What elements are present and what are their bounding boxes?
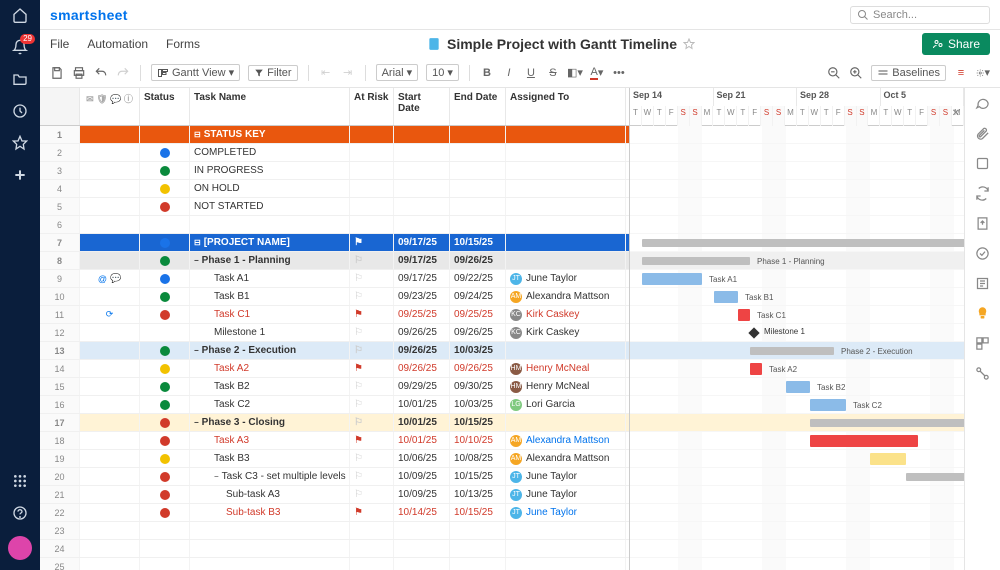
home-icon[interactable] — [11, 6, 29, 24]
undo-icon[interactable] — [94, 66, 108, 80]
more-icon[interactable]: ••• — [612, 66, 626, 80]
grid-row[interactable]: 24 — [40, 540, 629, 558]
grid-row[interactable]: 9@ 💬Task A1⚐09/17/2509/22/25JTJune Taylo… — [40, 270, 629, 288]
grid-row[interactable]: 22Sub-task B3⚑10/14/2510/15/25JTJune Tay… — [40, 504, 629, 522]
menu-automation[interactable]: Automation — [87, 37, 148, 51]
summary-icon[interactable] — [975, 276, 991, 292]
sheet-title: Simple Project with Gantt Timeline — [218, 36, 904, 52]
underline-icon[interactable]: U — [524, 66, 538, 80]
menu-bar: File Automation Forms Simple Project wit… — [40, 30, 1000, 58]
grid-row[interactable]: 18Task A3⚑10/01/2510/10/25AMAlexandra Ma… — [40, 432, 629, 450]
help-icon[interactable] — [11, 504, 29, 522]
grid-row[interactable]: 11⟳Task C1⚑09/25/2509/25/25KCKirk Caskey — [40, 306, 629, 324]
grid-row[interactable]: 4ON HOLD — [40, 180, 629, 198]
folder-icon[interactable] — [11, 70, 29, 88]
add-icon[interactable] — [11, 166, 29, 184]
brain-icon[interactable] — [975, 306, 991, 322]
col-assign[interactable]: Assigned To — [506, 88, 626, 125]
share-button[interactable]: Share — [922, 33, 990, 55]
grid-area: ✉ 🛡 💬 ⓘ Status Task Name At Risk Start D… — [40, 88, 630, 570]
bold-icon[interactable]: B — [480, 66, 494, 80]
text-color-icon[interactable]: A▾ — [590, 66, 604, 80]
grid-row[interactable]: 10Task B1⚐09/23/2509/24/25AMAlexandra Ma… — [40, 288, 629, 306]
grid-row[interactable]: 23 — [40, 522, 629, 540]
italic-icon[interactable]: I — [502, 66, 516, 80]
gantt-area: Sep 14Sep 21Sep 28Oct 5 TWTFSSMTWTFSSMTW… — [630, 88, 964, 570]
menu-forms[interactable]: Forms — [166, 37, 200, 51]
outdent-icon[interactable]: ⇤ — [319, 66, 333, 80]
grid-row[interactable]: 21Sub-task A3⚐10/09/2510/13/25JTJune Tay… — [40, 486, 629, 504]
print-icon[interactable] — [72, 66, 86, 80]
grid-row[interactable]: 17−Phase 3 - Closing⚐10/01/2510/15/25 — [40, 414, 629, 432]
col-task[interactable]: Task Name — [190, 88, 350, 125]
zoom-in-icon[interactable] — [849, 66, 863, 80]
col-start[interactable]: Start Date — [394, 88, 450, 125]
grid-row[interactable]: 8−Phase 1 - Planning⚐09/17/2509/26/25 — [40, 252, 629, 270]
grid-row[interactable]: 3IN PROGRESS — [40, 162, 629, 180]
col-status[interactable]: Status — [140, 88, 190, 125]
gantt-header: Sep 14Sep 21Sep 28Oct 5 TWTFSSMTWTFSSMTW… — [630, 88, 964, 126]
critical-path-icon[interactable]: ≡ — [954, 66, 968, 80]
font-selector[interactable]: Arial ▾ — [376, 64, 419, 81]
zoom-out-icon[interactable] — [827, 66, 841, 80]
grid-row[interactable]: 6 — [40, 216, 629, 234]
gantt-close-icon[interactable]: ✕ — [952, 108, 960, 119]
notifications-icon[interactable]: 29 — [11, 38, 29, 56]
right-rail — [964, 88, 1000, 570]
workapps-icon[interactable] — [975, 336, 991, 352]
indent-icon[interactable]: ⇥ — [341, 66, 355, 80]
grid-row[interactable]: 7⊟[PROJECT NAME]⚑09/17/2510/15/25 — [40, 234, 629, 252]
grid-row[interactable]: 12Milestone 1⚐09/26/2509/26/25KCKirk Cas… — [40, 324, 629, 342]
notification-badge: 29 — [20, 34, 35, 44]
view-selector[interactable]: Gantt View ▾ — [151, 64, 240, 81]
grid-row[interactable]: 16Task C2⚐10/01/2510/03/25LGLori Garcia — [40, 396, 629, 414]
font-size-selector[interactable]: 10 ▾ — [426, 64, 459, 81]
favorites-icon[interactable] — [11, 134, 29, 152]
brand-logo: smartsheet — [50, 7, 128, 23]
filter-button[interactable]: Filter — [248, 65, 297, 81]
baselines-button[interactable]: Baselines — [871, 65, 946, 81]
grid-row[interactable]: 15Task B2⚐09/29/2509/30/25HMHenry McNeal — [40, 378, 629, 396]
search-placeholder: Search... — [873, 9, 917, 21]
grid-row[interactable]: 25 — [40, 558, 629, 570]
menu-file[interactable]: File — [50, 37, 69, 51]
top-bar: smartsheet Search... — [40, 0, 1000, 30]
grid-row[interactable]: 1⊟STATUS KEY — [40, 126, 629, 144]
update-requests-icon[interactable] — [975, 186, 991, 202]
grid-header: ✉ 🛡 💬 ⓘ Status Task Name At Risk Start D… — [40, 88, 629, 126]
toolbar: Gantt View ▾ Filter ⇤ ⇥ Arial ▾ 10 ▾ B I… — [40, 58, 1000, 88]
strike-icon[interactable]: S — [546, 66, 560, 80]
user-avatar[interactable] — [8, 536, 32, 560]
favorite-star-icon[interactable] — [683, 38, 695, 50]
grid-row[interactable]: 5NOT STARTED — [40, 198, 629, 216]
save-icon[interactable] — [50, 66, 64, 80]
search-input[interactable]: Search... — [850, 6, 990, 24]
grid-row[interactable]: 20−Task C3 - set multiple levels⚐10/09/2… — [40, 468, 629, 486]
connections-icon[interactable] — [975, 366, 991, 382]
proofs-icon[interactable] — [975, 156, 991, 172]
activity-log-icon[interactable] — [975, 246, 991, 262]
recents-icon[interactable] — [11, 102, 29, 120]
col-end[interactable]: End Date — [450, 88, 506, 125]
col-risk[interactable]: At Risk — [350, 88, 394, 125]
apps-icon[interactable] — [11, 472, 29, 490]
grid-row[interactable]: 2COMPLETED — [40, 144, 629, 162]
redo-icon[interactable] — [116, 66, 130, 80]
settings-icon[interactable]: ▾ — [976, 66, 990, 80]
left-nav-rail: 29 — [0, 0, 40, 570]
gantt-body[interactable]: Phase 1 - PlanningTask A1Task B1Task C1M… — [630, 126, 964, 570]
grid-row[interactable]: 14Task A2⚑09/26/2509/26/25HMHenry McNeal — [40, 360, 629, 378]
grid-row[interactable]: 13−Phase 2 - Execution⚐09/26/2510/03/25 — [40, 342, 629, 360]
fill-color-icon[interactable]: ◧▾ — [568, 66, 582, 80]
grid-body: 1⊟STATUS KEY2COMPLETED3IN PROGRESS4ON HO… — [40, 126, 629, 570]
conversations-icon[interactable] — [975, 96, 991, 112]
attachments-icon[interactable] — [975, 126, 991, 142]
grid-row[interactable]: 19Task B3⚐10/06/2510/08/25AMAlexandra Ma… — [40, 450, 629, 468]
publish-icon[interactable] — [975, 216, 991, 232]
